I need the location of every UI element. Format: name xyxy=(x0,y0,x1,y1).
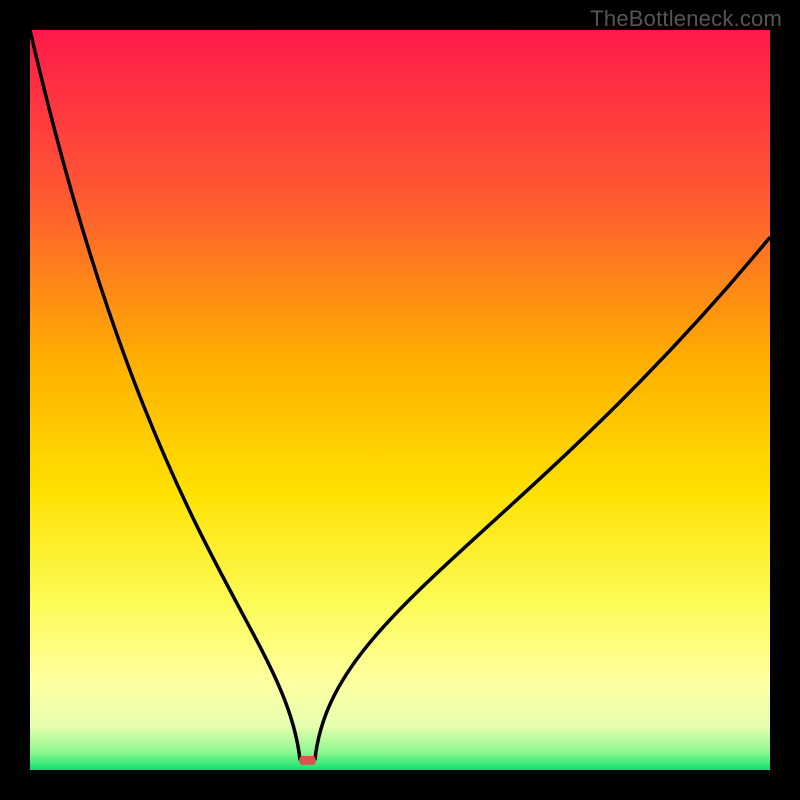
plot-area xyxy=(30,30,770,770)
chart-svg xyxy=(30,30,770,770)
watermark-text: TheBottleneck.com xyxy=(590,6,782,32)
minimum-marker xyxy=(299,756,315,765)
chart-frame: TheBottleneck.com xyxy=(0,0,800,800)
